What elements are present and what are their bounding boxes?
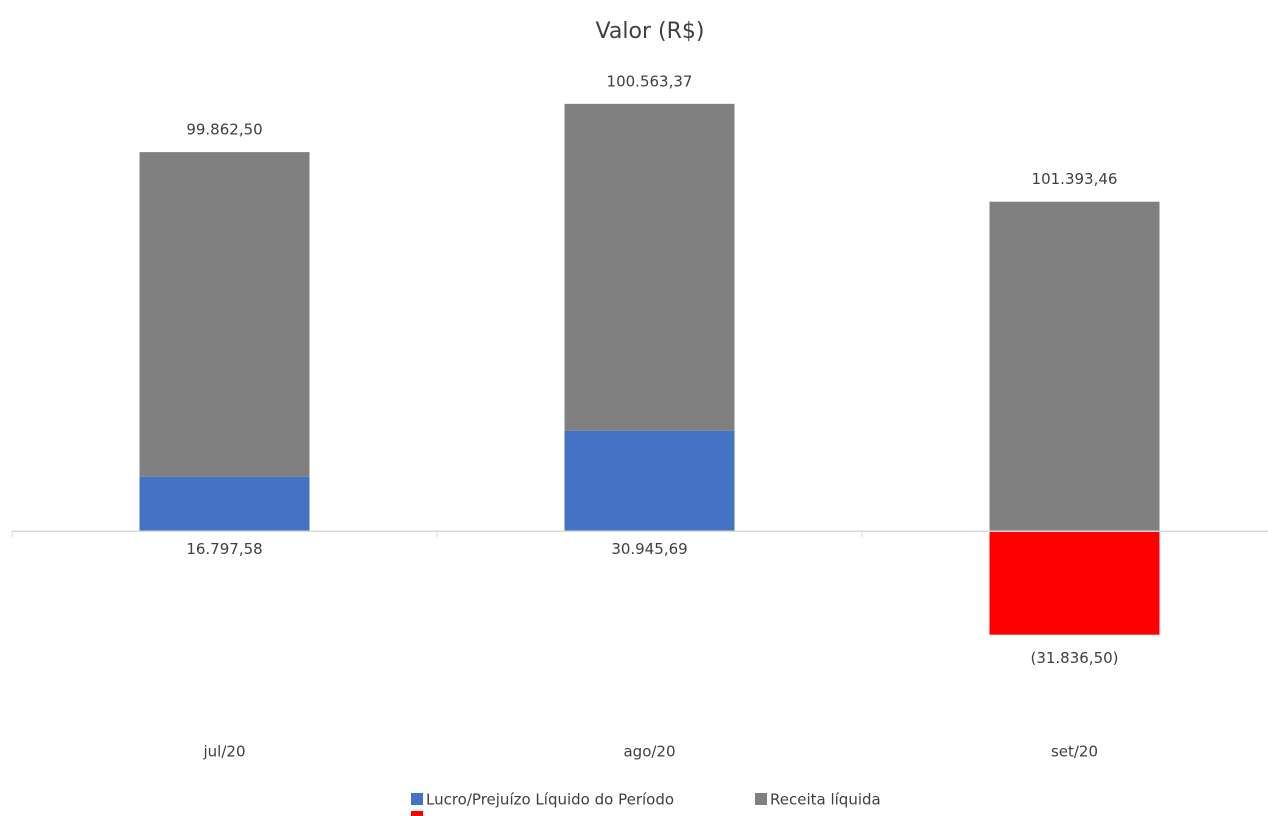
bar	[564, 103, 735, 431]
legend-label: Lucro/Prejuízo Líquido do Período	[426, 791, 674, 809]
legend-label: Receita líquida	[770, 791, 881, 809]
data-label: 100.563,37	[607, 72, 693, 90]
data-label: (31.836,50)	[1030, 649, 1118, 667]
bar	[989, 201, 1160, 532]
data-label: 30.945,69	[611, 540, 687, 558]
bar	[139, 152, 310, 477]
x-tick-label: jul/20	[203, 743, 246, 761]
chart-title: Valor (R$)	[596, 19, 705, 44]
legend-swatch	[411, 793, 423, 805]
bar	[564, 430, 735, 532]
legend-swatch	[755, 793, 767, 805]
x-tick-label: set/20	[1051, 743, 1098, 761]
data-label: 101.393,46	[1032, 170, 1118, 188]
bar	[989, 531, 1160, 635]
data-label: 99.862,50	[186, 121, 262, 139]
data-label: 16.797,58	[186, 540, 262, 558]
bar	[139, 476, 310, 532]
x-tick-label: ago/20	[623, 743, 675, 761]
legend-swatch-negative	[411, 811, 423, 816]
